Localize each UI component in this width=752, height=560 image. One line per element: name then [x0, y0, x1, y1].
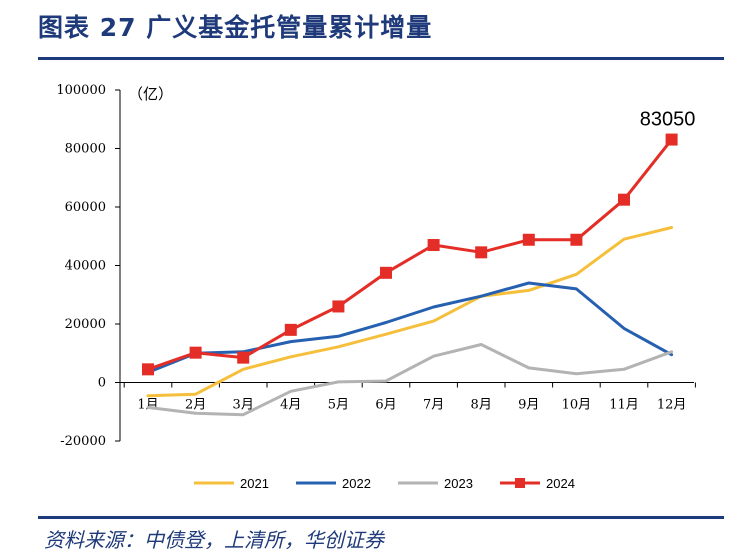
x-tick-label: 4月	[280, 398, 301, 413]
legend-label-2021: 2021	[240, 476, 269, 491]
series-line-2022	[146, 281, 674, 374]
x-tick-label: 2月	[185, 398, 206, 413]
point-2024	[570, 233, 583, 246]
source-note: 资料来源：中债登，上清所，华创证券	[44, 528, 384, 552]
figure-title: 图表 27 广义基金托管量累计增量	[38, 13, 433, 42]
y-unit-label: （亿）	[128, 85, 173, 103]
x-tick-label: 9月	[518, 398, 539, 413]
point-2024	[618, 193, 630, 206]
y-tick-label: 80000	[65, 142, 106, 157]
y-tick-label: 100000	[56, 83, 106, 98]
x-tick-label: 5月	[328, 398, 349, 413]
data-labels: 83050	[640, 109, 696, 131]
legend-label-2023: 2023	[444, 476, 473, 491]
y-tick-label: 60000	[65, 200, 106, 215]
x-tick-label: 3月	[233, 398, 254, 413]
y-tick-label: 0	[98, 376, 106, 391]
x-tick-label: 10月	[562, 398, 592, 413]
point-2024	[189, 346, 202, 359]
legend-label-2024: 2024	[546, 476, 575, 491]
point-2024	[237, 351, 250, 364]
point-2024	[142, 363, 154, 376]
point-2024	[284, 323, 297, 336]
x-tick-label: 11月	[609, 398, 639, 413]
legend: 2021 2022 2023 2024	[194, 476, 575, 491]
point-2024	[665, 133, 678, 146]
point-2024	[522, 233, 535, 246]
legend-label-2022: 2022	[342, 476, 371, 491]
series-layer	[142, 133, 678, 417]
x-tick-label: 8月	[471, 398, 492, 413]
series-line-2021	[146, 226, 674, 398]
top-rule	[38, 57, 724, 60]
y-tick-label: -20000	[60, 434, 106, 449]
point-2024	[475, 246, 488, 259]
legend-marker-2024	[515, 478, 525, 488]
y-tick-label: 20000	[65, 317, 106, 332]
point-2024	[380, 266, 392, 279]
bottom-rule	[38, 516, 724, 519]
x-tick-label: 1月	[137, 398, 158, 413]
y-tick-label: 40000	[65, 259, 106, 274]
data-label: 83050	[640, 109, 696, 131]
point-2024	[332, 300, 345, 313]
series-line-2024	[146, 138, 674, 371]
x-tick-label: 7月	[423, 398, 444, 413]
series-line-2023	[146, 343, 674, 417]
x-tick-label: 12月	[657, 398, 687, 413]
point-2024	[427, 239, 440, 252]
x-tick-label: 6月	[375, 398, 396, 413]
